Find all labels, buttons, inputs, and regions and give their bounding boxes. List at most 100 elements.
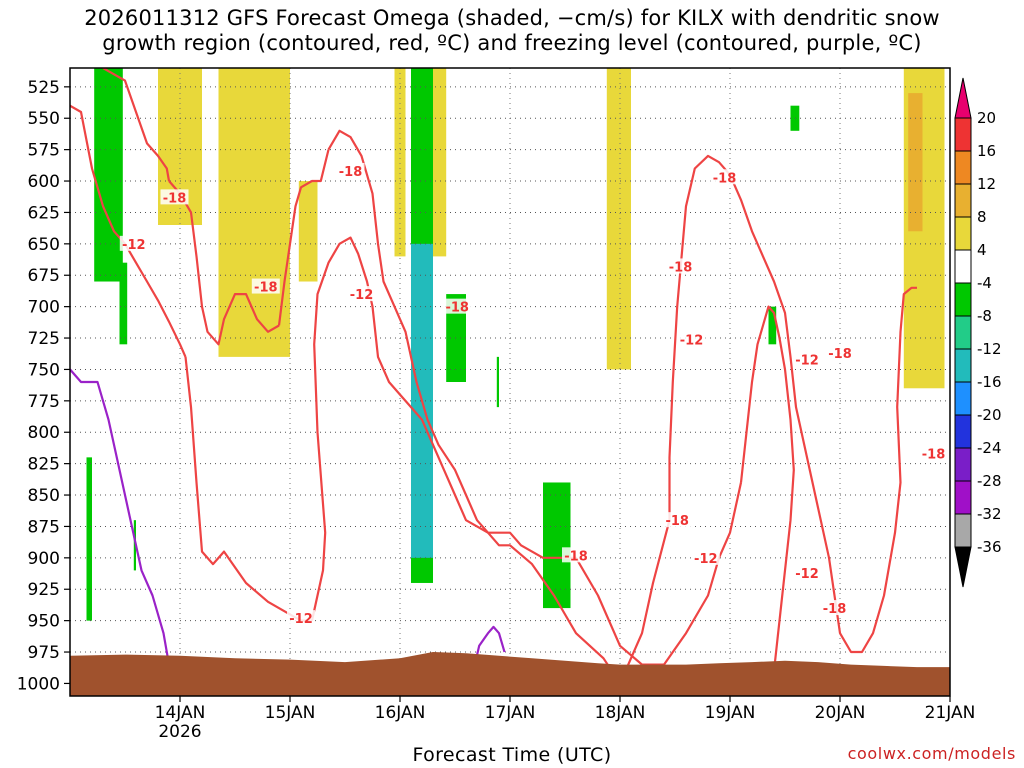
contour-line-10 <box>473 625 506 665</box>
y-tick-label-800: 800 <box>28 423 60 443</box>
colorbar-label-12: -32 <box>977 505 1002 523</box>
omega-region-2 <box>119 262 128 345</box>
x-tick-label-0: 14JAN <box>155 703 206 723</box>
contour-label-14: -18 <box>828 347 852 362</box>
colorbar-band-8 <box>954 348 972 383</box>
contour-label-10: -12 <box>680 333 704 348</box>
contour-label-8: -18 <box>713 171 737 186</box>
y-tick-label-575: 575 <box>28 141 60 161</box>
contour-layer <box>70 68 917 685</box>
contour-label-16: -18 <box>823 602 847 617</box>
contour-label-bg-14 <box>826 345 854 361</box>
colorbar-label-0: 20 <box>977 109 996 127</box>
colorbar-label-11: -28 <box>977 472 1002 490</box>
contour-label-9: -18 <box>669 260 693 275</box>
colorbar-band-2 <box>954 150 972 185</box>
contour-line-0 <box>70 104 187 358</box>
contour-label-layer: -18-12-18-18-12-18-12-18-18-18-12-18-12-… <box>119 162 948 627</box>
x-tick-sublabel-0: 2026 <box>158 722 201 742</box>
omega-region-15 <box>606 68 631 370</box>
chart-title: 2026011312 GFS Forecast Omega (shaded, −… <box>0 6 1024 56</box>
contour-line-7 <box>618 154 917 684</box>
contour-label-bg-5 <box>443 298 472 314</box>
contour-label-bg-6 <box>287 610 315 626</box>
y-axis: 525 550 575 600 625 650 675 700 725 750 775 800 825 8… <box>17 78 70 694</box>
omega-region-7 <box>298 181 318 282</box>
contour-line-5 <box>310 236 621 685</box>
omega-region-17 <box>768 306 777 345</box>
colorbar-label-6: -8 <box>977 307 992 325</box>
contour-label-bg-7 <box>562 547 590 563</box>
omega-region-16 <box>790 105 800 131</box>
colorbar-label-8: -16 <box>977 373 1002 391</box>
colorbar-band-6 <box>954 282 972 317</box>
contour-line-9 <box>70 368 171 665</box>
x-axis-label: Forecast Time (UTC) <box>412 744 612 766</box>
y-tick-label-950: 950 <box>28 612 60 632</box>
colorbar-band-5 <box>954 249 972 284</box>
contour-label-bg-2 <box>251 278 280 294</box>
y-tick-label-975: 975 <box>28 643 60 663</box>
colorbar-label-1: 16 <box>977 142 996 160</box>
contour-label-bg-3 <box>336 162 365 178</box>
contour-label-11: -18 <box>665 514 689 529</box>
y-tick-label-1000: 1000 <box>17 674 60 694</box>
y-tick-label-925: 925 <box>28 580 60 600</box>
colorbar-band-7 <box>954 315 972 350</box>
contour-label-bg-15 <box>793 564 821 580</box>
contour-label-4: -12 <box>350 288 374 303</box>
contour-label-bg-4 <box>347 286 376 302</box>
contour-label-17: -18 <box>922 448 946 463</box>
contour-label-bg-9 <box>666 258 695 274</box>
colorbar-band-13 <box>954 513 972 548</box>
x-tick-label-3: 17JAN <box>485 703 536 723</box>
chart-title-line-2: growth region (contoured, red, ºC) and f… <box>102 31 922 55</box>
contour-label-13: -12 <box>795 353 819 368</box>
contour-label-bg-12 <box>691 549 720 565</box>
colorbar-label-9: -20 <box>977 406 1002 424</box>
contour-line-2 <box>102 68 171 182</box>
y-tick-label-725: 725 <box>28 329 60 349</box>
x-tick-label-2: 16JAN <box>375 703 426 723</box>
contour-label-1: -12 <box>122 238 146 253</box>
x-tick-label-5: 19JAN <box>705 703 756 723</box>
colorbar-label-5: -4 <box>977 274 992 292</box>
plot-background <box>70 68 950 696</box>
contour-label-2: -18 <box>254 281 278 296</box>
omega-region-0 <box>94 68 123 282</box>
colorbar-band-9 <box>954 381 972 416</box>
colorbar-bottom-arrow <box>954 546 972 588</box>
omega-region-11 <box>433 68 447 257</box>
colorbar-label-4: 4 <box>977 241 987 259</box>
y-tick-label-750: 750 <box>28 360 60 380</box>
colorbar-band-10 <box>954 414 972 449</box>
grid-layer <box>70 68 951 696</box>
y-tick-label-525: 525 <box>28 78 60 98</box>
ground-layer <box>70 652 950 696</box>
chart-title-line-1: 2026011312 GFS Forecast Omega (shaded, −… <box>84 6 940 30</box>
contour-label-15: -12 <box>795 567 819 582</box>
contour-label-bg-13 <box>793 351 821 367</box>
y-tick-label-825: 825 <box>28 455 60 475</box>
y-tick-label-700: 700 <box>28 298 60 318</box>
colorbar-label-10: -24 <box>977 439 1002 457</box>
y-tick-label-625: 625 <box>28 203 60 223</box>
omega-region-13 <box>496 356 499 408</box>
omega-region-14 <box>543 482 571 609</box>
colorbar-label-7: -12 <box>977 340 1002 358</box>
contour-label-bg-16 <box>820 600 849 616</box>
contour-label-bg-11 <box>663 512 692 528</box>
contour-label-bg-10 <box>677 331 706 347</box>
contour-label-6: -12 <box>289 612 313 627</box>
y-tick-label-850: 850 <box>28 486 60 506</box>
y-tick-label-775: 775 <box>28 392 60 412</box>
y-tick-label-675: 675 <box>28 266 60 286</box>
y-tick-label-875: 875 <box>28 517 60 537</box>
colorbar-label-2: 12 <box>977 175 996 193</box>
omega-region-1 <box>86 457 92 621</box>
ground-surface <box>70 652 950 696</box>
contour-label-bg-8 <box>710 169 739 185</box>
contour-label-bg-1 <box>119 235 148 251</box>
colorbar-label-3: 8 <box>977 208 987 226</box>
